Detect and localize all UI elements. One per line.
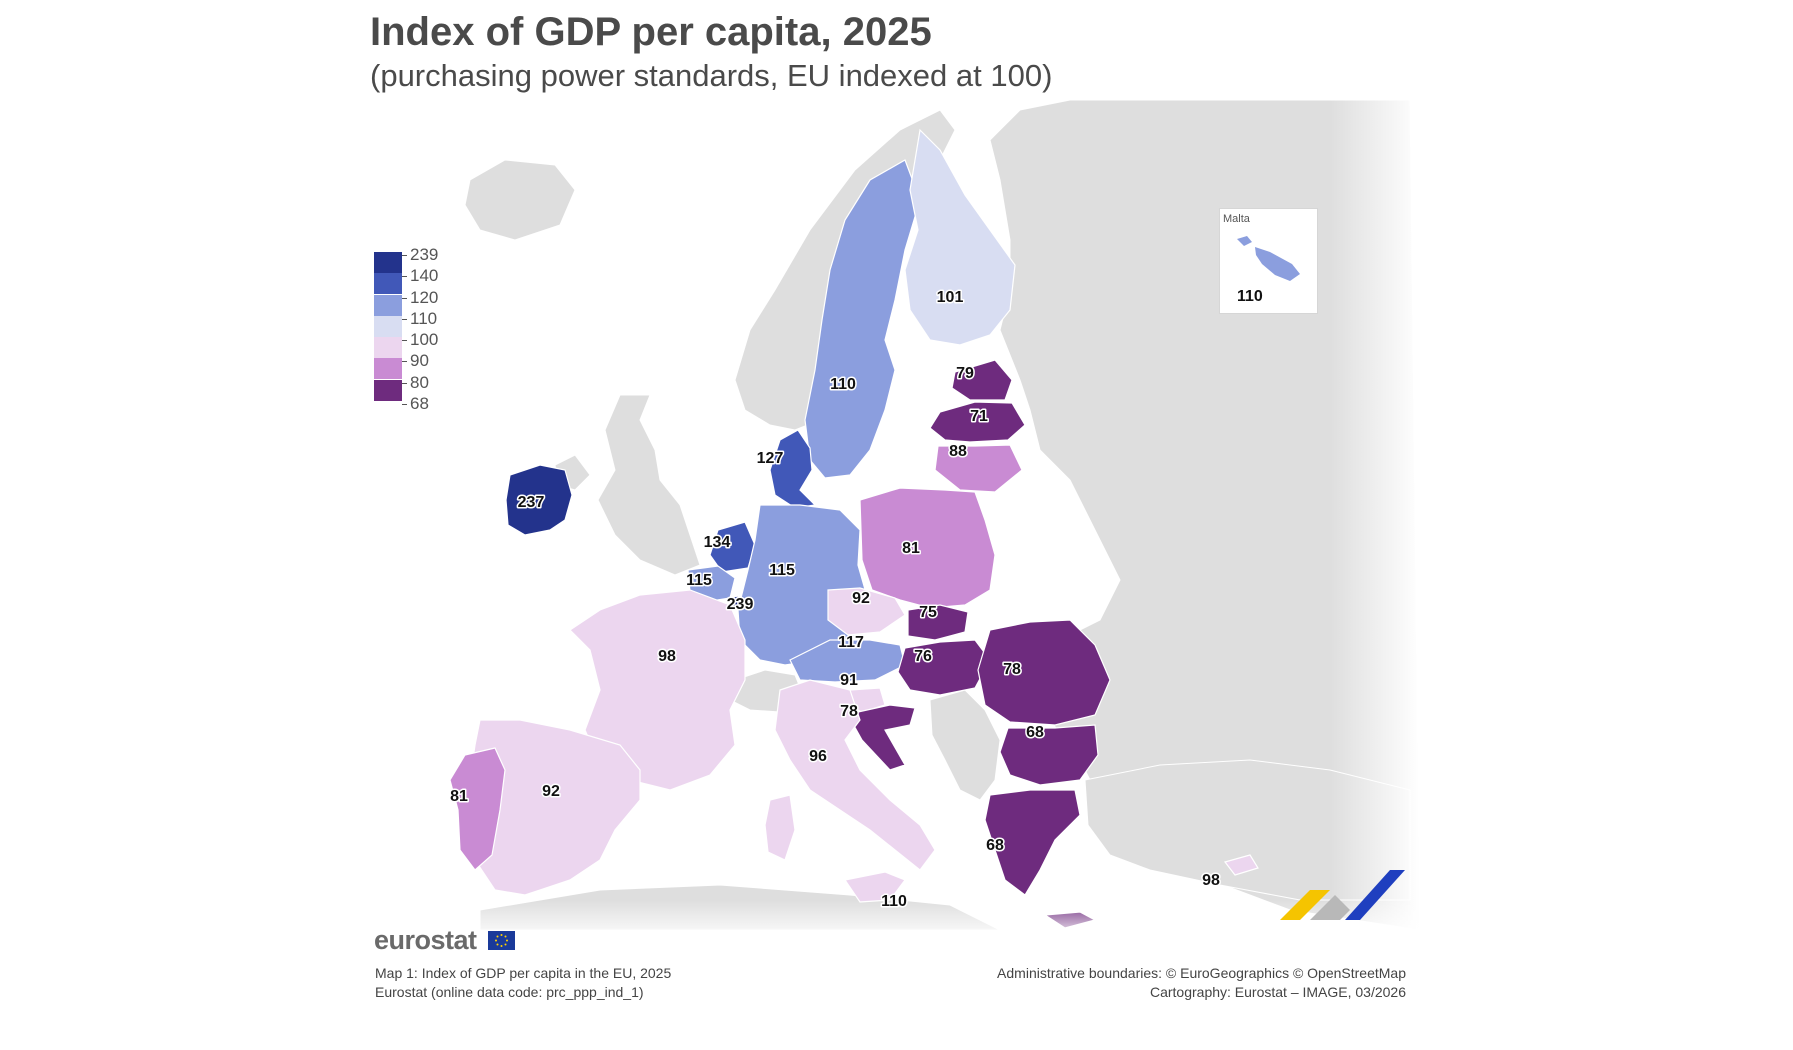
legend-swatch bbox=[374, 252, 402, 273]
estonia-shape bbox=[951, 359, 1013, 401]
label-italy: 96 bbox=[809, 748, 827, 765]
finland-shape bbox=[904, 128, 1016, 346]
footer-data-code: Eurostat (online data code: prc_ppp_ind_… bbox=[375, 984, 644, 1000]
footer-caption: Map 1: Index of GDP per capita in the EU… bbox=[375, 965, 672, 981]
label-bulgaria: 68 bbox=[1026, 724, 1044, 741]
poland-shape bbox=[859, 487, 996, 609]
label-denmark: 127 bbox=[757, 450, 784, 467]
sardinia-shape bbox=[764, 794, 796, 861]
sweden-shape bbox=[804, 159, 921, 479]
iceland-land bbox=[464, 159, 576, 241]
basemap-fade-right bbox=[1330, 100, 1420, 940]
footer-credits: Administrative boundaries: © EuroGeograp… bbox=[997, 964, 1406, 1002]
label-ireland: 237 bbox=[518, 494, 545, 511]
legend-tick bbox=[402, 318, 407, 320]
legend-label: 90 bbox=[410, 351, 429, 371]
malta-inset: Malta 110 bbox=[1219, 208, 1318, 314]
legend-tick bbox=[402, 297, 407, 299]
label-germany: 115 bbox=[769, 562, 795, 579]
legend-label: 110 bbox=[410, 308, 438, 328]
label-netherlands: 134 bbox=[704, 534, 731, 551]
label-finland: 101 bbox=[937, 289, 964, 306]
greece-shape bbox=[984, 789, 1081, 896]
label-luxembourg: 239 bbox=[727, 596, 754, 613]
legend-swatch bbox=[374, 273, 402, 295]
label-slovenia: 91 bbox=[840, 672, 858, 689]
label-austria: 117 bbox=[838, 634, 864, 651]
latvia-shape bbox=[929, 401, 1026, 443]
label-poland: 81 bbox=[902, 540, 920, 557]
legend-label: 100 bbox=[410, 330, 439, 350]
basemap-fade-bottom bbox=[470, 900, 1420, 940]
legend-swatch bbox=[374, 315, 402, 337]
czechia-shape bbox=[827, 587, 906, 636]
footer-boundaries: Administrative boundaries: © EuroGeograp… bbox=[997, 965, 1406, 981]
region-labels: 237 127 134 115 239 115 98 92 81 96 110 … bbox=[449, 288, 1222, 912]
hungary-shape bbox=[897, 639, 991, 696]
legend-tick bbox=[402, 255, 407, 256]
legend-label: 120 bbox=[410, 287, 439, 307]
lithuania-shape bbox=[934, 444, 1023, 493]
legend-label: 80 bbox=[410, 372, 429, 392]
portugal-shape bbox=[449, 747, 506, 871]
romania-shape bbox=[977, 619, 1111, 726]
ireland-shape bbox=[505, 464, 573, 536]
legend-swatch bbox=[374, 358, 402, 380]
legend-label: 140 bbox=[410, 266, 439, 286]
balkans-land bbox=[929, 689, 1001, 801]
label-slovakia: 75 bbox=[919, 604, 937, 621]
label-latvia: 71 bbox=[970, 408, 988, 425]
legend-tick bbox=[402, 340, 407, 342]
footer-cartography: Cartography: Eurostat – IMAGE, 03/2026 bbox=[1149, 984, 1406, 1000]
legend-tick bbox=[402, 361, 407, 363]
map-subtitle: (purchasing power standards, EU indexed … bbox=[370, 58, 1053, 93]
footer-source: Map 1: Index of GDP per capita in the EU… bbox=[375, 964, 671, 1002]
legend-tick bbox=[402, 404, 407, 406]
uk-land bbox=[597, 394, 701, 576]
eurostat-logo: eurostat bbox=[374, 925, 477, 955]
croatia-shape bbox=[851, 704, 916, 771]
bulgaria-shape bbox=[999, 724, 1099, 786]
denmark-shape bbox=[769, 429, 817, 509]
label-sweden: 110 bbox=[830, 376, 856, 393]
label-czechia: 92 bbox=[852, 590, 870, 607]
label-belgium: 115 bbox=[686, 572, 712, 589]
slovakia-shape bbox=[907, 604, 969, 641]
label-france: 98 bbox=[658, 648, 676, 665]
label-lithuania: 88 bbox=[949, 443, 967, 460]
italy-shape bbox=[774, 679, 936, 871]
label-spain: 92 bbox=[542, 783, 560, 800]
label-hungary: 76 bbox=[914, 648, 932, 665]
eu-countries bbox=[449, 128, 1259, 929]
label-romania: 78 bbox=[1003, 661, 1021, 678]
label-cyprus: 98 bbox=[1202, 872, 1220, 889]
legend-swatch bbox=[374, 379, 402, 401]
malta-inset-value: 110 bbox=[1237, 288, 1263, 305]
legend-label: 68 bbox=[410, 394, 429, 414]
legend-label: 239 bbox=[410, 245, 439, 264]
legend-swatch bbox=[374, 337, 402, 359]
legend-tick bbox=[402, 276, 407, 278]
eu-flag-icon bbox=[488, 931, 515, 950]
label-estonia: 79 bbox=[956, 365, 974, 382]
legend-swatch bbox=[374, 294, 402, 316]
label-croatia: 78 bbox=[840, 703, 858, 720]
france-shape bbox=[569, 589, 746, 791]
malta-inset-shape bbox=[1237, 236, 1300, 281]
label-greece: 68 bbox=[986, 837, 1004, 854]
label-portugal: 81 bbox=[450, 788, 468, 805]
legend-tick bbox=[402, 382, 407, 384]
map-title: Index of GDP per capita, 2025 bbox=[370, 10, 932, 54]
corner-logo-stripes bbox=[1280, 870, 1405, 920]
sicily-shape bbox=[843, 871, 906, 903]
malta-inset-title: Malta bbox=[1223, 213, 1250, 225]
eu-stars-icon bbox=[495, 934, 508, 947]
cyprus-shape bbox=[1223, 854, 1259, 876]
label-malta: 110 bbox=[881, 893, 907, 910]
